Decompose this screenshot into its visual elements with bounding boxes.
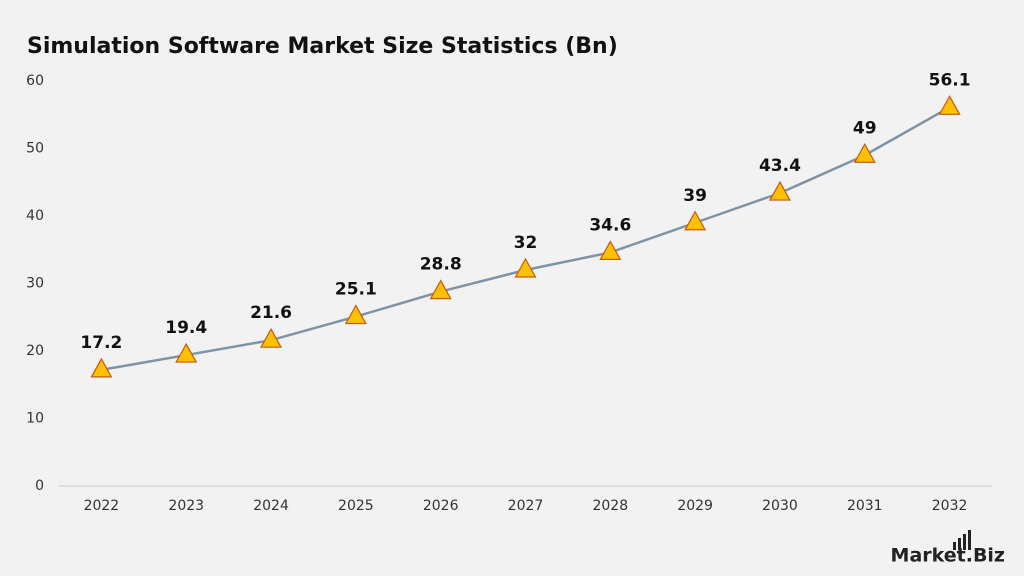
marker (853, 143, 876, 163)
data-label: 25.1 (335, 280, 377, 300)
data-label: 56.1 (929, 70, 971, 90)
y-tick-label: 60 (26, 73, 44, 89)
y-tick-label: 50 (26, 141, 44, 157)
x-tick-label: 2025 (338, 498, 374, 514)
marker (90, 357, 113, 378)
data-label: 49 (853, 118, 877, 138)
y-tick-label: 20 (26, 343, 44, 359)
watermark-icon (953, 530, 971, 550)
marker (175, 342, 198, 363)
marker (260, 327, 283, 348)
y-tick-label: 10 (26, 411, 44, 427)
x-tick-label: 2027 (508, 498, 544, 514)
chart-title: Simulation Software Market Size Statisti… (27, 34, 618, 59)
x-tick-label: 2023 (168, 498, 204, 514)
x-tick-label: 2032 (932, 498, 968, 514)
data-label: 19.4 (165, 318, 207, 338)
data-label: 34.6 (589, 215, 631, 235)
y-tick-label: 40 (26, 208, 44, 224)
marker (684, 210, 707, 231)
x-tick-label: 2031 (847, 498, 883, 514)
x-tick-label: 2028 (592, 498, 628, 514)
marker (344, 304, 367, 325)
marker (599, 240, 622, 261)
y-tick-label: 30 (26, 276, 44, 292)
x-tick-label: 2029 (677, 498, 713, 514)
data-label: 39 (683, 186, 707, 206)
marker (429, 279, 452, 300)
data-label: 17.2 (80, 333, 122, 353)
marker (514, 257, 537, 278)
data-label: 43.4 (759, 156, 801, 176)
x-tick-label: 2022 (84, 498, 120, 514)
x-tick-label: 2024 (253, 498, 289, 514)
y-tick-label: 0 (35, 478, 44, 494)
marker (768, 180, 791, 201)
x-tick-label: 2026 (423, 498, 459, 514)
data-label: 28.8 (420, 255, 462, 275)
watermark: Market.Biz (891, 545, 1005, 567)
data-label: 32 (514, 233, 538, 253)
x-tick-label: 2030 (762, 498, 798, 514)
data-label: 21.6 (250, 303, 292, 323)
marker (938, 95, 961, 115)
